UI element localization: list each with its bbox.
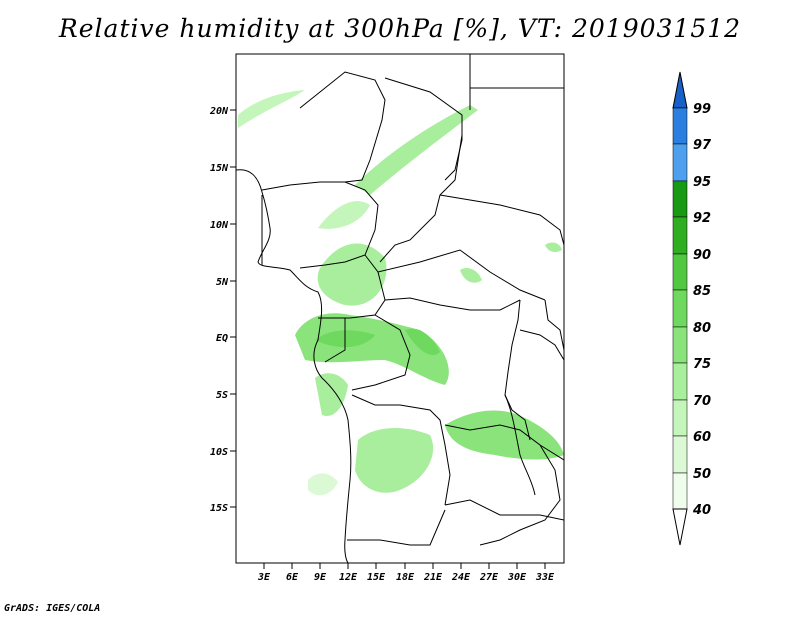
map-frame [235,53,565,564]
colorbar: 99 97 95 92 90 85 80 75 70 60 50 40 [672,71,712,546]
colorbar-segment-90-92 [672,216,688,255]
country-borders [236,54,564,563]
map-title: Relative humidity at 300hPa [%], VT: 201… [58,14,742,43]
colorbar-segment-60-70 [672,399,688,437]
longitude-axis: 3E 6E 9E 12E 15E 18E 21E 24E 27E 30E 33E [257,563,555,583]
border-angola-south [347,509,446,546]
border-kenya [519,329,564,361]
lat-tick-label: 20N [209,106,229,117]
lon-tick-label: 18E [396,572,415,583]
humidity-patch-west-africa [318,201,370,229]
colorbar-segment-70-75 [672,362,688,401]
colorbar-segment-92-95 [672,180,688,218]
colorbar-bottom-arrow [672,508,688,546]
colorbar-label: 85 [693,284,711,299]
lon-tick-label: 27E [479,572,499,583]
colorbar-label: 90 [693,248,711,263]
lat-tick-label: 10N [210,220,229,231]
border-gabon [318,317,346,363]
humidity-patch-nw [238,90,305,128]
colorbar-label: 97 [693,138,712,153]
humidity-patch-east-edge [545,242,562,253]
humidity-patch-central-north [317,243,387,306]
humidity-patch-coast [315,373,348,416]
colorbar-segment-75-80 [672,326,688,364]
border-nigeria [261,181,379,269]
lat-tick-label: 5S [216,390,228,401]
footer-credit: GrADS: IGES/COLA [4,603,101,614]
colorbar-segment-40-50 [672,472,688,510]
lon-tick-label: 30E [507,572,527,583]
lat-tick-label: 15S [210,503,228,514]
colorbar-label: 75 [693,357,711,372]
humidity-shading [238,90,564,496]
lon-tick-label: 21E [423,572,443,583]
border-cameroon [330,254,386,319]
border-sudan-south [439,194,564,246]
border-zambia [444,424,561,546]
lat-tick-label: 5N [216,277,229,288]
colorbar-segment-80-85 [672,289,688,328]
border-chad-sudan [379,134,463,263]
humidity-patch-southwest [308,473,338,496]
border-namibia [444,499,564,521]
border-car [377,249,546,301]
colorbar-label: 70 [693,394,711,409]
border-mali-niger [299,71,386,183]
colorbar-top-arrow [672,71,688,109]
coastline [236,169,352,563]
lat-tick-label: 15N [210,163,229,174]
lat-tick-label: EQ [216,333,228,344]
border-car-south [384,297,521,311]
lat-tick-label: 10S [210,447,228,458]
humidity-patch-north-band [355,105,478,195]
lon-tick-label: 33E [535,572,555,583]
colorbar-segment-97-99 [672,107,688,145]
border-congo-drc [351,314,411,391]
border-lake-tanganyika [504,394,536,496]
colorbar-label: 80 [693,321,711,336]
lon-tick-label: 24E [451,572,471,583]
colorbar-segment-85-90 [672,253,688,291]
colorbar-label: 99 [693,102,711,117]
border-mozambique [539,444,564,461]
humidity-patch-east-small [460,268,482,283]
latitude-axis: 20N 15N 10N 5N EQ 5S 10S 15S [209,106,236,514]
colorbar-label: 60 [693,430,711,445]
border-drc-east [504,299,531,441]
colorbar-label: 50 [693,467,711,482]
colorbar-label: 40 [692,503,711,518]
colorbar-segment-50-60 [672,435,688,474]
lon-tick-label: 12E [339,572,358,583]
colorbar-label: 92 [693,211,711,226]
humidity-patch-angola [355,428,434,493]
lon-tick-label: 3E [257,572,271,583]
lon-tick-label: 15E [367,572,386,583]
border-niger-chad [384,77,463,181]
border-uganda [544,299,564,351]
colorbar-segment-95-97 [672,143,688,182]
lon-tick-label: 9E [314,572,327,583]
border-drc-angola [351,394,451,506]
humidity-patch-east-core [405,328,440,356]
humidity-patch-southeast [445,410,564,460]
colorbar-label: 95 [693,175,711,190]
lon-tick-label: 6E [286,572,299,583]
